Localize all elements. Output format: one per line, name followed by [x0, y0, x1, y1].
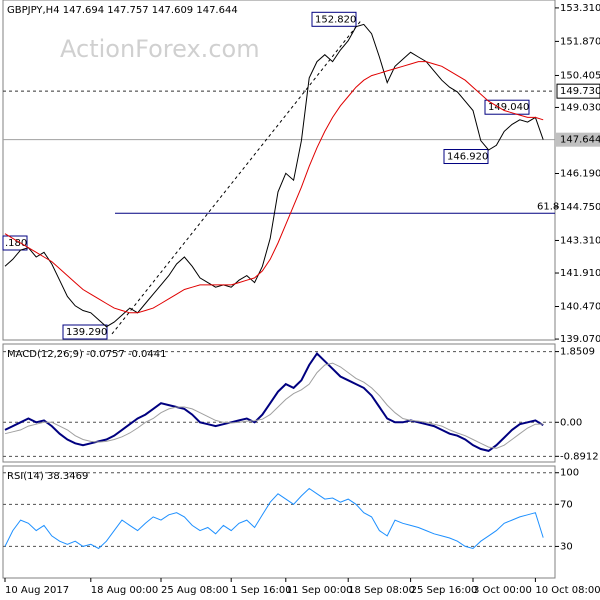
watermark: ActionForex.com — [60, 35, 260, 63]
level-label: 149.730 — [560, 86, 600, 97]
x-tick-label: 1 Sep 16:00 — [231, 585, 291, 596]
panel-frame — [2, 0, 556, 341]
y-tick-label: 144.750 — [560, 202, 600, 213]
series-line — [4, 487, 544, 550]
trend-line — [111, 18, 363, 335]
y-tick-label: 140.470 — [560, 302, 600, 313]
panel-frame — [2, 465, 556, 579]
y-tick-label: 139.070 — [560, 334, 600, 345]
fib-label: 61.8 — [537, 201, 559, 212]
y-tick-label: 151.870 — [560, 36, 600, 47]
y-tick-label: 70 — [560, 499, 573, 510]
price-annotation: 149.040 — [488, 102, 529, 113]
price-annotation-box — [443, 149, 489, 165]
price-annotation-box — [484, 99, 530, 115]
x-tick-label: 10 Oct 08:00 — [535, 585, 600, 596]
series-line — [4, 23, 544, 328]
y-tick-label: 143.310 — [560, 235, 600, 246]
x-tick-label: 3 Oct 00:00 — [473, 585, 532, 596]
panel-frame — [2, 343, 556, 463]
panel-title: GBPJPY,H4 147.694 147.757 147.609 147.64… — [7, 5, 238, 16]
y-tick-label: 100 — [560, 468, 579, 479]
x-tick-label: 25 Sep 16:00 — [411, 585, 478, 596]
level-label-box — [556, 83, 600, 99]
x-tick-label: 25 Aug 08:00 — [161, 585, 228, 596]
x-tick-label: 10 Aug 2017 — [5, 585, 69, 596]
y-tick-label: -0.8912 — [560, 451, 599, 462]
price-label-box — [556, 132, 600, 147]
series-line — [4, 61, 544, 314]
left-label-box — [2, 235, 28, 251]
x-tick-label: 18 Sep 08:00 — [348, 585, 415, 596]
series-line — [4, 351, 544, 452]
price-annotation: 152.820 — [315, 14, 356, 25]
price-annotation-box — [62, 324, 108, 340]
price-annotation: 146.920 — [447, 152, 488, 163]
price-annotation: 139.290 — [66, 327, 107, 338]
panel-title: RSI(14) 38.3469 — [7, 471, 88, 482]
price-label: 147.644 — [560, 135, 600, 146]
y-tick-label: 30 — [560, 541, 573, 552]
y-tick-label: 146.190 — [560, 168, 600, 179]
y-tick-label: 141.910 — [560, 268, 600, 279]
x-tick-label: 18 Aug 00:00 — [91, 585, 158, 596]
y-tick-label: 150.405 — [560, 70, 600, 81]
price-annotation-box — [311, 11, 357, 27]
panel-title: MACD(12,26,9) -0.0757 -0.0441 — [7, 349, 167, 360]
y-tick-label: 0.00 — [560, 417, 582, 428]
x-tick-label: 11 Sep 00:00 — [286, 585, 353, 596]
series-line — [4, 362, 544, 449]
y-tick-label: 1.8509 — [560, 347, 595, 358]
left-label: .180 — [5, 238, 27, 249]
y-tick-label: 149.030 — [560, 102, 600, 113]
y-tick-label: 153.310 — [560, 3, 600, 14]
